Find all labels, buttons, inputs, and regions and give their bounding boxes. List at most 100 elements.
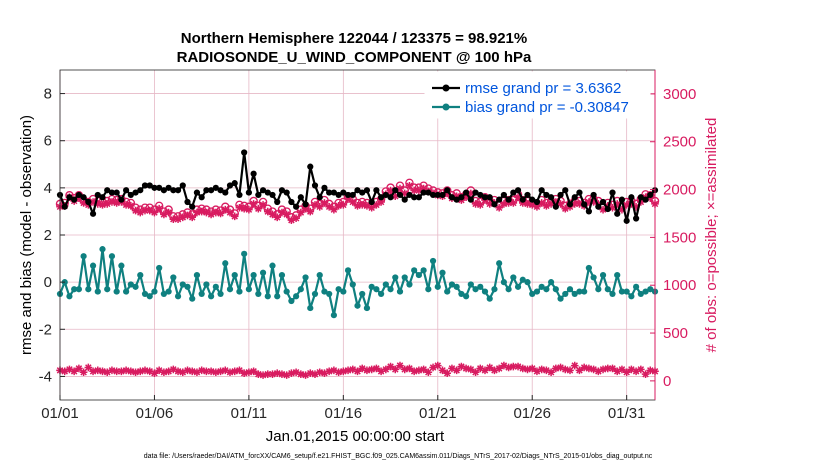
grid (59, 70, 655, 400)
chart-subtitle: RADIOSONDE_U_WIND_COMPONENT @ 100 hPa (177, 49, 532, 66)
bias-point (444, 288, 451, 295)
rmse-point (226, 182, 234, 189)
obs-low-point (348, 365, 357, 374)
bias-point (406, 281, 413, 288)
rmse-point (614, 210, 621, 217)
rmse-point (302, 201, 309, 208)
bias-point (543, 286, 550, 293)
y-tick-label-left: 6 (44, 133, 52, 150)
obs-low-point (632, 367, 640, 376)
rmse-point (71, 196, 78, 203)
rmse-point (193, 189, 201, 196)
obs-assimilated-point (216, 209, 225, 218)
bias-point (387, 286, 394, 293)
obs-assimilated-point (462, 193, 470, 202)
rmse-point (297, 194, 304, 201)
bias-point (165, 288, 172, 295)
obs-assimilated-point (150, 208, 159, 217)
rmse-point (75, 191, 82, 199)
rmse-point (99, 194, 106, 201)
obs-low-point (311, 370, 319, 378)
y-tick-label-left: 2 (44, 227, 52, 244)
obs-low-point (443, 369, 452, 378)
rmse-point (642, 196, 649, 203)
obs-low-point (84, 363, 93, 372)
rmse-point (127, 191, 134, 199)
rmse-point (335, 191, 342, 199)
obs-assimilated-point (542, 202, 551, 210)
obs-assimilated-point (127, 202, 135, 210)
rmse-point (208, 187, 215, 194)
rmse-point (411, 194, 418, 201)
bias-point (66, 293, 73, 300)
obs-assimilated-point (226, 208, 234, 217)
bias-point (316, 271, 323, 279)
rmse-point (472, 189, 479, 196)
obs-assimilated-point (533, 202, 541, 211)
bias-point (99, 246, 106, 253)
obs-low-point (245, 368, 253, 377)
rmse-point (491, 201, 498, 208)
x-tick-label: 01/01 (41, 405, 79, 422)
rmse-point (444, 187, 451, 194)
rmse-point (118, 196, 125, 203)
rmse-point (146, 182, 153, 189)
obs-assimilated-point (320, 199, 329, 207)
bias-point (245, 286, 252, 293)
obs-low-point (235, 366, 244, 375)
y-tick-label-left: 4 (44, 180, 52, 197)
bias-point (160, 290, 167, 298)
legend-rmse-marker (442, 84, 450, 92)
y-tick-label-left: -4 (39, 368, 52, 385)
obs-low-point (575, 366, 584, 375)
obs-low-point (117, 367, 126, 376)
bias-point (581, 288, 588, 295)
bias-point (524, 279, 531, 286)
obs-assimilated-point (315, 202, 324, 211)
bias-point (203, 281, 210, 288)
obs-low-point (145, 367, 154, 376)
bias-point (529, 290, 536, 298)
obs-low-point (495, 364, 503, 373)
bias-point (127, 281, 134, 288)
bias-point (108, 253, 116, 260)
bias-point (411, 267, 418, 274)
obs-assimilated-point (514, 193, 522, 202)
obs-low-point (476, 364, 485, 373)
obs-low-point (405, 364, 414, 373)
obs-low-point (230, 367, 239, 376)
obs-assimilated-point (452, 192, 461, 201)
rmse-point (108, 189, 116, 196)
obs-low-point (131, 368, 140, 377)
bias-point (113, 288, 120, 295)
obs-low-point (547, 368, 555, 377)
rmse-point (415, 194, 422, 201)
rmse-point (590, 191, 597, 199)
bias-point (75, 286, 82, 293)
obs-low-point (641, 370, 650, 378)
bias-point (146, 293, 153, 300)
obs-low-point (108, 366, 116, 375)
obs-low-point (561, 365, 570, 374)
rmse-point (293, 203, 300, 210)
bias-point (618, 288, 626, 295)
rmse-point (396, 191, 404, 199)
obs-assimilated-point (89, 198, 97, 206)
bias-point (307, 304, 314, 312)
bias-point (269, 262, 276, 269)
rmse-point (585, 208, 592, 215)
rmse-point (510, 189, 517, 196)
obs-low-point (306, 369, 315, 378)
bias-point (496, 260, 503, 267)
bias-point (557, 295, 564, 302)
rmse-point (89, 210, 97, 217)
obs-assimilated-point (599, 205, 607, 214)
obs-assimilated-point (164, 208, 173, 217)
x-tick-label: 01/26 (513, 405, 551, 422)
bias-point (94, 288, 101, 295)
bias-point (396, 288, 404, 295)
obs-assimilated-point (311, 201, 319, 209)
rmse-point (113, 189, 120, 196)
obs-low-point (160, 368, 168, 377)
